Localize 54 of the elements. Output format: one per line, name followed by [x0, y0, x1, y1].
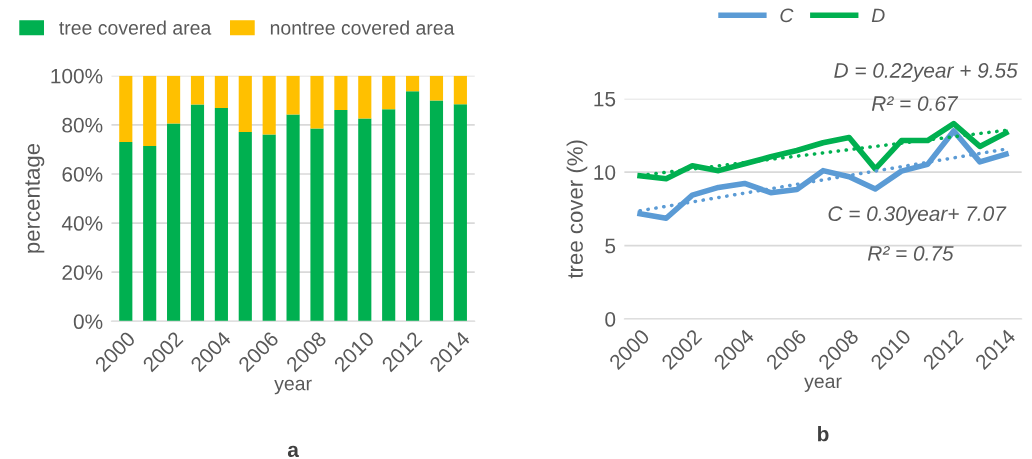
y-tick-label: 10 [594, 165, 616, 180]
y-tick-label: 0 [605, 312, 616, 327]
y-tick-label: 15 [594, 91, 616, 107]
annotation: R² = 0.75 [867, 245, 954, 261]
y-tick-label: 0% [73, 314, 103, 330]
bar [406, 75, 420, 92]
bar [190, 104, 205, 322]
bar [334, 75, 348, 111]
y-axis-title: percentage [25, 143, 45, 253]
annotation: C = 0.30year+ 7.07 [828, 206, 1007, 226]
y-tick-label: 80% [62, 117, 103, 133]
text: a [287, 445, 300, 458]
bar [382, 75, 396, 110]
bar [262, 134, 276, 322]
y-tick-label: 20% [62, 265, 103, 280]
bar [214, 75, 228, 108]
bar [453, 75, 467, 105]
bar [334, 110, 348, 322]
y-tick-label: 5 [605, 238, 616, 254]
legend-label: tree covered area [59, 20, 212, 35]
bar [429, 75, 444, 101]
bar [119, 142, 133, 322]
legend-label: nontree covered area [270, 20, 455, 35]
bar [453, 104, 467, 322]
bar [286, 114, 300, 322]
bar [167, 75, 181, 124]
bar [190, 75, 205, 105]
bar [143, 75, 157, 146]
x-axis-title: year [274, 379, 312, 395]
bar [119, 75, 133, 143]
bar [406, 91, 420, 322]
bar [238, 75, 252, 132]
legend-label: D [871, 8, 885, 23]
bar [358, 75, 372, 119]
x-axis-title: year [804, 377, 842, 392]
bar [358, 118, 372, 322]
bar [286, 75, 300, 115]
y-tick-label: 100% [51, 68, 103, 84]
bar [238, 131, 252, 322]
y-tick-label: 40% [61, 216, 103, 231]
bar [214, 107, 228, 322]
bar [310, 75, 324, 129]
bar [262, 75, 276, 135]
text: D = 0.22year + 9.55 [834, 63, 1018, 82]
bar [429, 100, 444, 322]
bar [167, 123, 181, 322]
bar [310, 128, 324, 322]
y-tick-label: 60% [62, 166, 103, 182]
y-axis-title: tree cover (%) [566, 140, 588, 279]
bar [143, 145, 157, 322]
text: b [818, 426, 829, 442]
annotation: R² = 0.67 [871, 96, 959, 111]
legend-label: C [780, 8, 794, 23]
bar [382, 109, 396, 322]
